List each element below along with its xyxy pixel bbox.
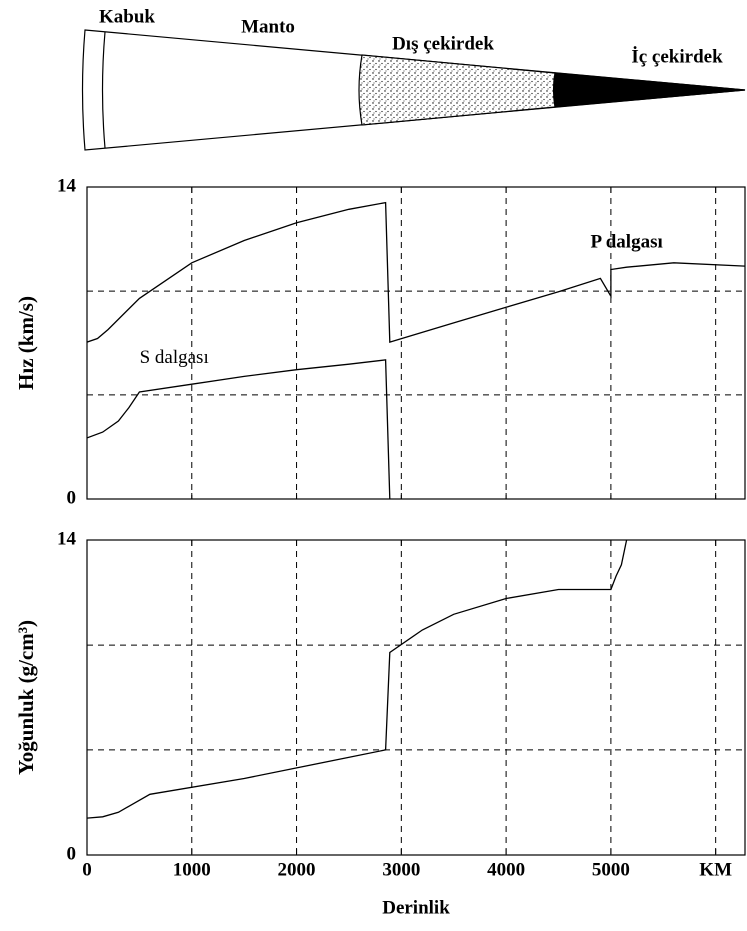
- x-tick-label: 5000: [592, 859, 630, 880]
- earth-wedge: [81, 29, 746, 151]
- y-tick-label: 14: [57, 528, 77, 549]
- layer-label: Dış çekirdek: [392, 33, 494, 54]
- series-label: P dalgası: [590, 232, 662, 253]
- plot-frame: [86, 539, 746, 856]
- x-tick-label: 4000: [487, 859, 525, 880]
- plot-frame: [86, 186, 746, 500]
- y-axis-label: Hız (km/s): [14, 296, 38, 390]
- x-tick-label: KM: [699, 859, 732, 880]
- series-line: [87, 201, 745, 343]
- layer-label: Manto: [241, 16, 295, 37]
- series-group: [87, 201, 745, 499]
- x-tick-label: 2000: [278, 859, 316, 880]
- series-label: S dalgası: [140, 347, 209, 368]
- y-tick-label: 0: [67, 843, 77, 864]
- y-tick-label: 0: [67, 487, 77, 508]
- y-axis-label: Yoğunluk (g/cm³): [14, 620, 38, 775]
- series-line: [87, 540, 628, 819]
- series-line: [87, 359, 391, 499]
- layer-label: İç çekirdek: [631, 46, 723, 67]
- x-tick-label: 1000: [173, 859, 211, 880]
- x-axis-label: Derinlik: [382, 897, 450, 918]
- y-tick-label: 14: [57, 175, 77, 196]
- x-tick-label: 0: [82, 859, 92, 880]
- series-group: [87, 540, 628, 819]
- x-tick-label: 3000: [382, 859, 420, 880]
- layer-label: Kabuk: [99, 6, 155, 27]
